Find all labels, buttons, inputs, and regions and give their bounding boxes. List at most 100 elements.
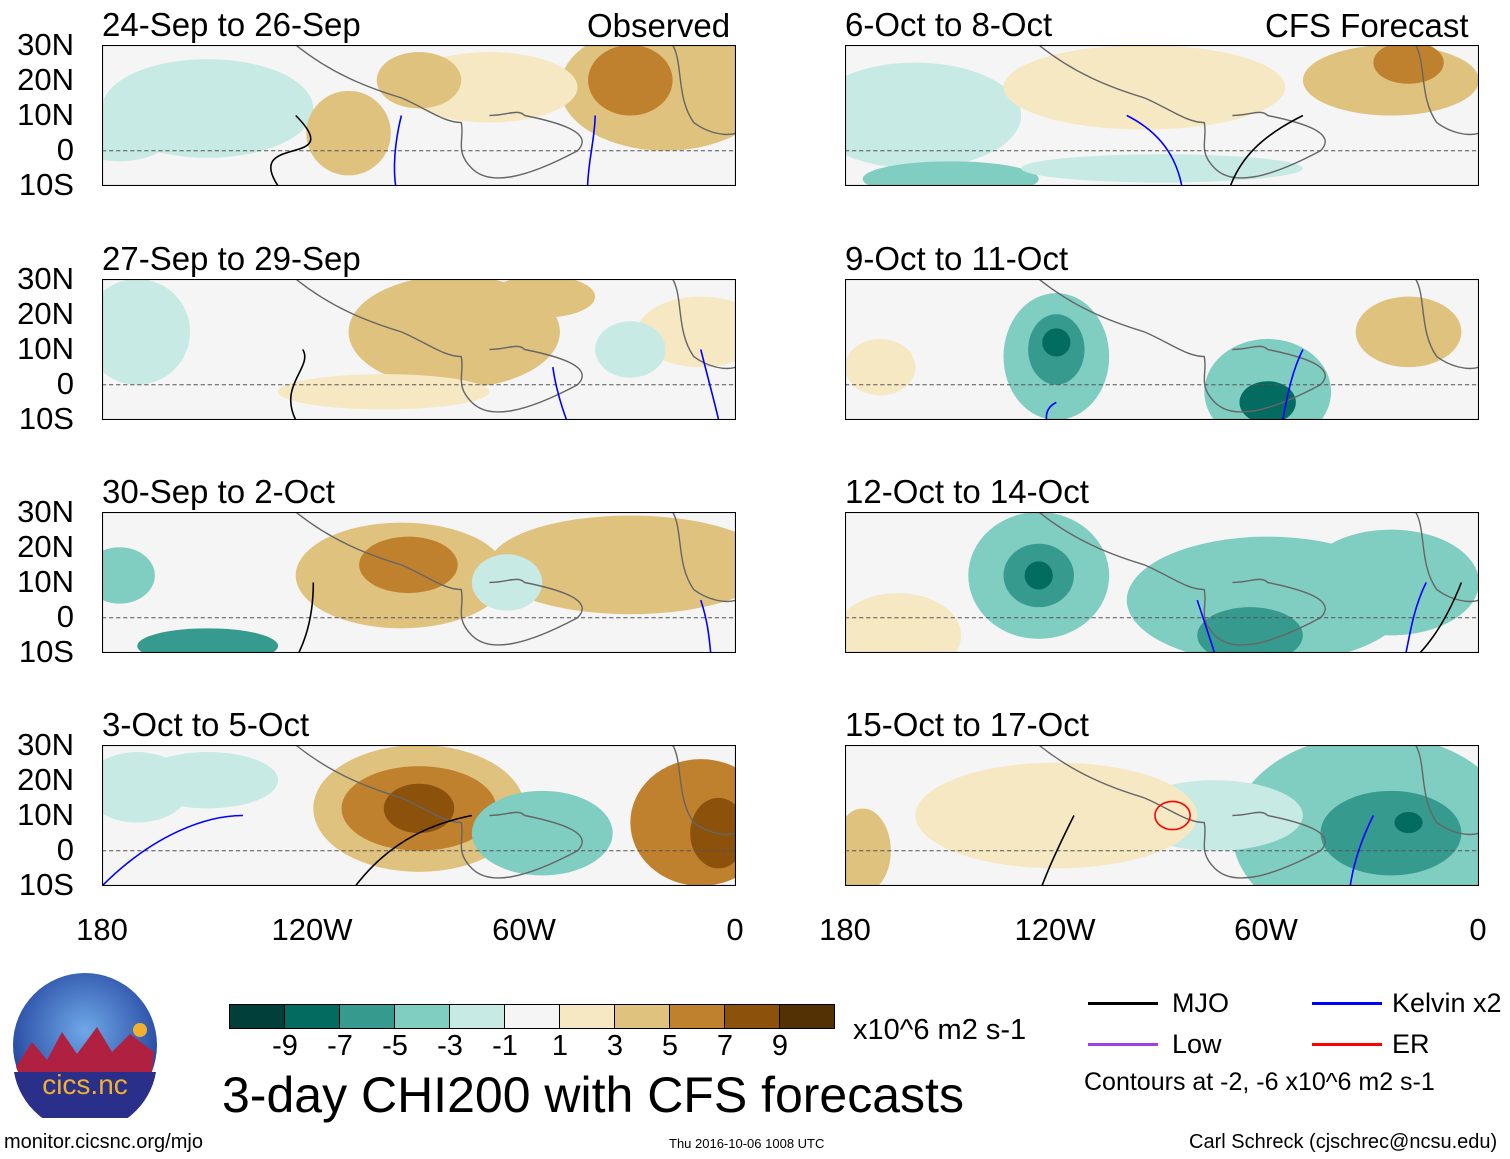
legend-low-line	[1088, 1043, 1158, 1046]
anomaly-region	[862, 161, 1039, 186]
legend-er-line	[1312, 1043, 1382, 1046]
lon-label-180-right: 180	[819, 912, 871, 947]
lat-label: 30N	[17, 727, 74, 762]
map-panel	[102, 45, 736, 186]
map-panel	[102, 512, 736, 653]
footer-url: monitor.cicsnc.org/mjo	[4, 1131, 203, 1153]
legend-er: ER	[1392, 1029, 1430, 1059]
lat-label: 10S	[18, 634, 74, 669]
footer-timestamp: Thu 2016-10-06 1008 UTC	[669, 1136, 825, 1151]
mjo-contour	[270, 114, 312, 186]
colorbar-swatch	[505, 1005, 560, 1028]
logo-text: cics.nc	[42, 1069, 128, 1100]
contours-note: Contours at -2, -6 x10^6 m2 s-1	[1084, 1068, 1435, 1096]
kelvin-contour	[1349, 815, 1375, 886]
colorbar-swatch	[340, 1005, 395, 1028]
lat-label: 10S	[18, 401, 74, 436]
coastline	[1038, 745, 1479, 879]
coastline	[1038, 512, 1479, 646]
lat-label: 10N	[17, 331, 74, 366]
map-panel	[845, 45, 1479, 186]
colorbar-swatch	[725, 1005, 780, 1028]
colorbar-swatch	[670, 1005, 725, 1028]
anomaly-region	[845, 62, 1022, 169]
anomaly-region	[383, 783, 455, 834]
legend-kelvin-line	[1312, 1002, 1382, 1005]
anomaly-region	[1302, 529, 1479, 636]
coastline	[295, 512, 736, 646]
legend-mjo: MJO	[1172, 988, 1229, 1018]
observed-label: Observed	[587, 7, 731, 44]
anomaly-region	[306, 90, 391, 176]
anomaly-region	[1373, 45, 1444, 84]
anomaly-region	[278, 374, 490, 410]
lat-label: 30N	[17, 27, 74, 62]
colorbar-label: 5	[661, 1030, 679, 1062]
lat-label: 20N	[17, 529, 74, 564]
anomaly-region	[1042, 328, 1071, 357]
anomaly-region	[915, 762, 1198, 869]
anomaly-region	[1394, 811, 1423, 834]
panel-title: 15-Oct to 17-Oct	[845, 706, 1089, 743]
lat-label: 30N	[17, 261, 74, 296]
colorbar-swatch	[450, 1005, 505, 1028]
lat-label: 10N	[17, 97, 74, 132]
map-panel	[845, 279, 1479, 420]
map-panel	[845, 512, 1479, 653]
colorbar-swatch	[780, 1005, 834, 1028]
mjo-contour	[354, 814, 472, 886]
cics-logo: cics.nc	[13, 973, 157, 1118]
lat-label: 10S	[18, 867, 74, 902]
anomaly-region	[489, 279, 596, 318]
coastline	[1038, 45, 1479, 179]
colorbar-label: 7	[716, 1030, 734, 1062]
legend-low: Low	[1172, 1029, 1222, 1059]
anomaly-region	[845, 338, 916, 396]
anomaly-region	[845, 593, 962, 653]
colorbar-swatch	[395, 1005, 450, 1028]
lon-label-180: 180	[76, 912, 128, 947]
lat-label: 10N	[17, 797, 74, 832]
anomaly-region	[1021, 154, 1303, 183]
kelvin-contour	[1045, 349, 1304, 420]
lat-label: 20N	[17, 762, 74, 797]
map-panel	[845, 745, 1479, 886]
legend-kelvin: Kelvin x2	[1392, 988, 1502, 1018]
lat-label: 30N	[17, 494, 74, 529]
kelvin-contour	[102, 814, 243, 886]
figure-title: 3-day CHI200 with CFS forecasts	[222, 1067, 964, 1123]
kelvin-contour	[1126, 114, 1183, 186]
anomaly-region	[137, 628, 279, 653]
coastline	[295, 279, 736, 413]
lat-label: 20N	[17, 296, 74, 331]
anomaly-region	[376, 52, 462, 109]
anomaly-region	[489, 515, 736, 615]
map-panel	[102, 279, 736, 420]
mjo-contour	[1041, 815, 1075, 886]
colorbar-label: -7	[327, 1030, 353, 1062]
kelvin-contour	[700, 599, 712, 653]
anomaly-region	[1024, 561, 1053, 590]
colorbar-label: 1	[551, 1030, 569, 1062]
panel-title: 12-Oct to 14-Oct	[845, 473, 1089, 510]
anomaly-region	[102, 279, 191, 385]
footer-author: Carl Schreck (cjschrec@ncsu.edu)	[1189, 1131, 1498, 1153]
lon-label-60w: 60W	[492, 912, 556, 947]
legend-mjo-line	[1088, 1002, 1158, 1005]
anomaly-region	[359, 536, 458, 594]
panel-title: 27-Sep to 29-Sep	[102, 240, 361, 277]
colorbar-label: -3	[437, 1030, 463, 1062]
coastline	[295, 45, 736, 179]
lat-label: 0	[56, 366, 74, 401]
anomaly-region	[588, 45, 673, 116]
coastline	[295, 745, 736, 879]
er-contour	[1154, 800, 1191, 831]
colorbar-label: -1	[492, 1030, 518, 1062]
lat-label: 0	[56, 599, 74, 634]
lat-label: 0	[56, 132, 74, 167]
lon-label-120w-right: 120W	[1014, 912, 1096, 947]
forecast-label: CFS Forecast	[1265, 7, 1469, 44]
colorbar-swatch	[230, 1005, 285, 1028]
anomaly-region	[845, 808, 891, 886]
